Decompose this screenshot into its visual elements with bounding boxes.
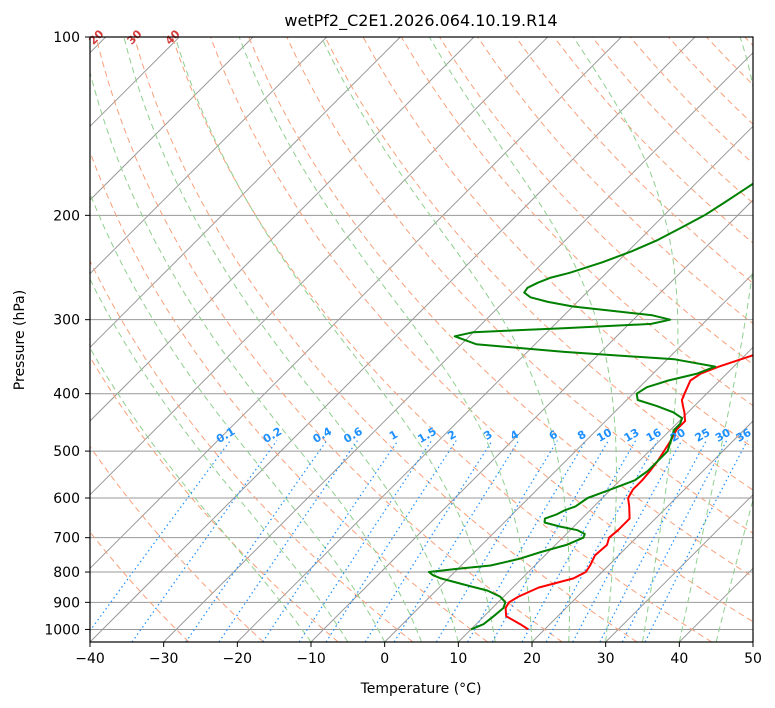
isotherm-line — [90, 37, 254, 201]
y-axis-title: Pressure (hPa) — [12, 290, 28, 390]
x-tick-label: 40 — [670, 651, 688, 667]
dry-adiabat-line — [171, 37, 712, 642]
y-tick-label: 100 — [53, 30, 80, 46]
isotherm-line — [90, 37, 696, 642]
y-tick-label: 900 — [53, 595, 80, 611]
moist-adiabat-line — [90, 70, 422, 642]
dry-adiabat-line — [286, 37, 753, 534]
moist-adiabat-line — [90, 278, 349, 642]
isotherm-line — [236, 125, 753, 642]
moist-adiabat-line — [123, 37, 459, 642]
dry-adiabat-line — [133, 37, 638, 642]
isotherm-line — [90, 37, 475, 422]
mixing-ratio-line — [545, 440, 659, 642]
isotherm-line — [90, 37, 549, 496]
mixing-ratio-line — [491, 440, 609, 642]
y-tick-label: 800 — [53, 565, 80, 581]
isotherm-line — [90, 37, 401, 349]
y-tick-label: 700 — [53, 531, 80, 547]
mixing-ratio-line — [393, 440, 520, 642]
temperature-profile — [504, 354, 753, 631]
mixing-ratio-line — [131, 440, 278, 642]
mixing-ratio-line — [298, 440, 432, 642]
dry-adiabat-line — [248, 37, 753, 578]
moist-adiabat-line — [90, 192, 386, 642]
dry-adiabat-line — [324, 37, 753, 491]
y-tick-label: 1000 — [44, 622, 80, 638]
isotherm-line — [531, 420, 753, 642]
mixing-ratio-line — [185, 440, 328, 642]
y-tick-label: 300 — [53, 313, 80, 329]
x-axis-title: Temperature (°C) — [360, 681, 482, 697]
moist-adiabat-line — [320, 37, 571, 642]
y-tick-label: 200 — [53, 208, 80, 224]
moist-adiabat-line — [572, 37, 679, 642]
mixing-ratio-line — [621, 440, 728, 642]
background-lines — [90, 37, 753, 642]
profile-lines — [427, 182, 753, 631]
x-tick-label: −40 — [75, 651, 105, 667]
x-tick-label: 10 — [449, 651, 467, 667]
y-tick-label: 600 — [53, 491, 80, 507]
moist-adiabat-line — [90, 347, 312, 642]
dry-adiabat-line — [210, 37, 753, 623]
x-tick-label: −30 — [149, 651, 179, 667]
axes: −40 −30 −20 −10 0 10 20 30 40 50 100 200 300 400 500 60… — [44, 30, 762, 667]
mixing-ratio-line — [599, 440, 707, 642]
mixing-ratio-line — [435, 440, 558, 642]
isotherm-line — [90, 37, 328, 275]
mixing-ratio-line — [572, 440, 683, 642]
x-tick-label: 30 — [597, 651, 615, 667]
dry-adiabat-line — [515, 37, 753, 284]
isotherm-line — [90, 37, 622, 570]
mixing-ratio-line — [644, 440, 748, 642]
dry-adiabat-line — [90, 445, 264, 642]
y-tick-label: 400 — [53, 387, 80, 403]
x-tick-label: −10 — [296, 651, 326, 667]
x-tick-label: 50 — [744, 651, 762, 667]
isotherm-line — [384, 272, 753, 642]
dry-adiabat-line — [90, 259, 414, 642]
mixing-ratio-line — [466, 440, 587, 642]
x-tick-label: 20 — [523, 651, 541, 667]
mixing-ratio-line — [364, 440, 493, 642]
moist-adiabat-line — [715, 497, 753, 642]
x-tick-label: −20 — [223, 651, 253, 667]
moist-adiabat-line — [238, 37, 533, 642]
y-tick-label: 500 — [53, 444, 80, 460]
moist-adiabat-line — [678, 37, 753, 642]
x-tick-label: 0 — [380, 651, 389, 667]
isotherm-line — [457, 346, 753, 642]
plot-frame — [89, 36, 754, 643]
isotherm-line — [605, 493, 753, 642]
dewpoint-profile — [427, 182, 753, 631]
moist-adiabat-line — [174, 37, 496, 642]
chart-title: wetPf2_C2E1.2026.064.10.19.R14 — [284, 11, 557, 31]
mixing-ratio-line — [521, 440, 637, 642]
